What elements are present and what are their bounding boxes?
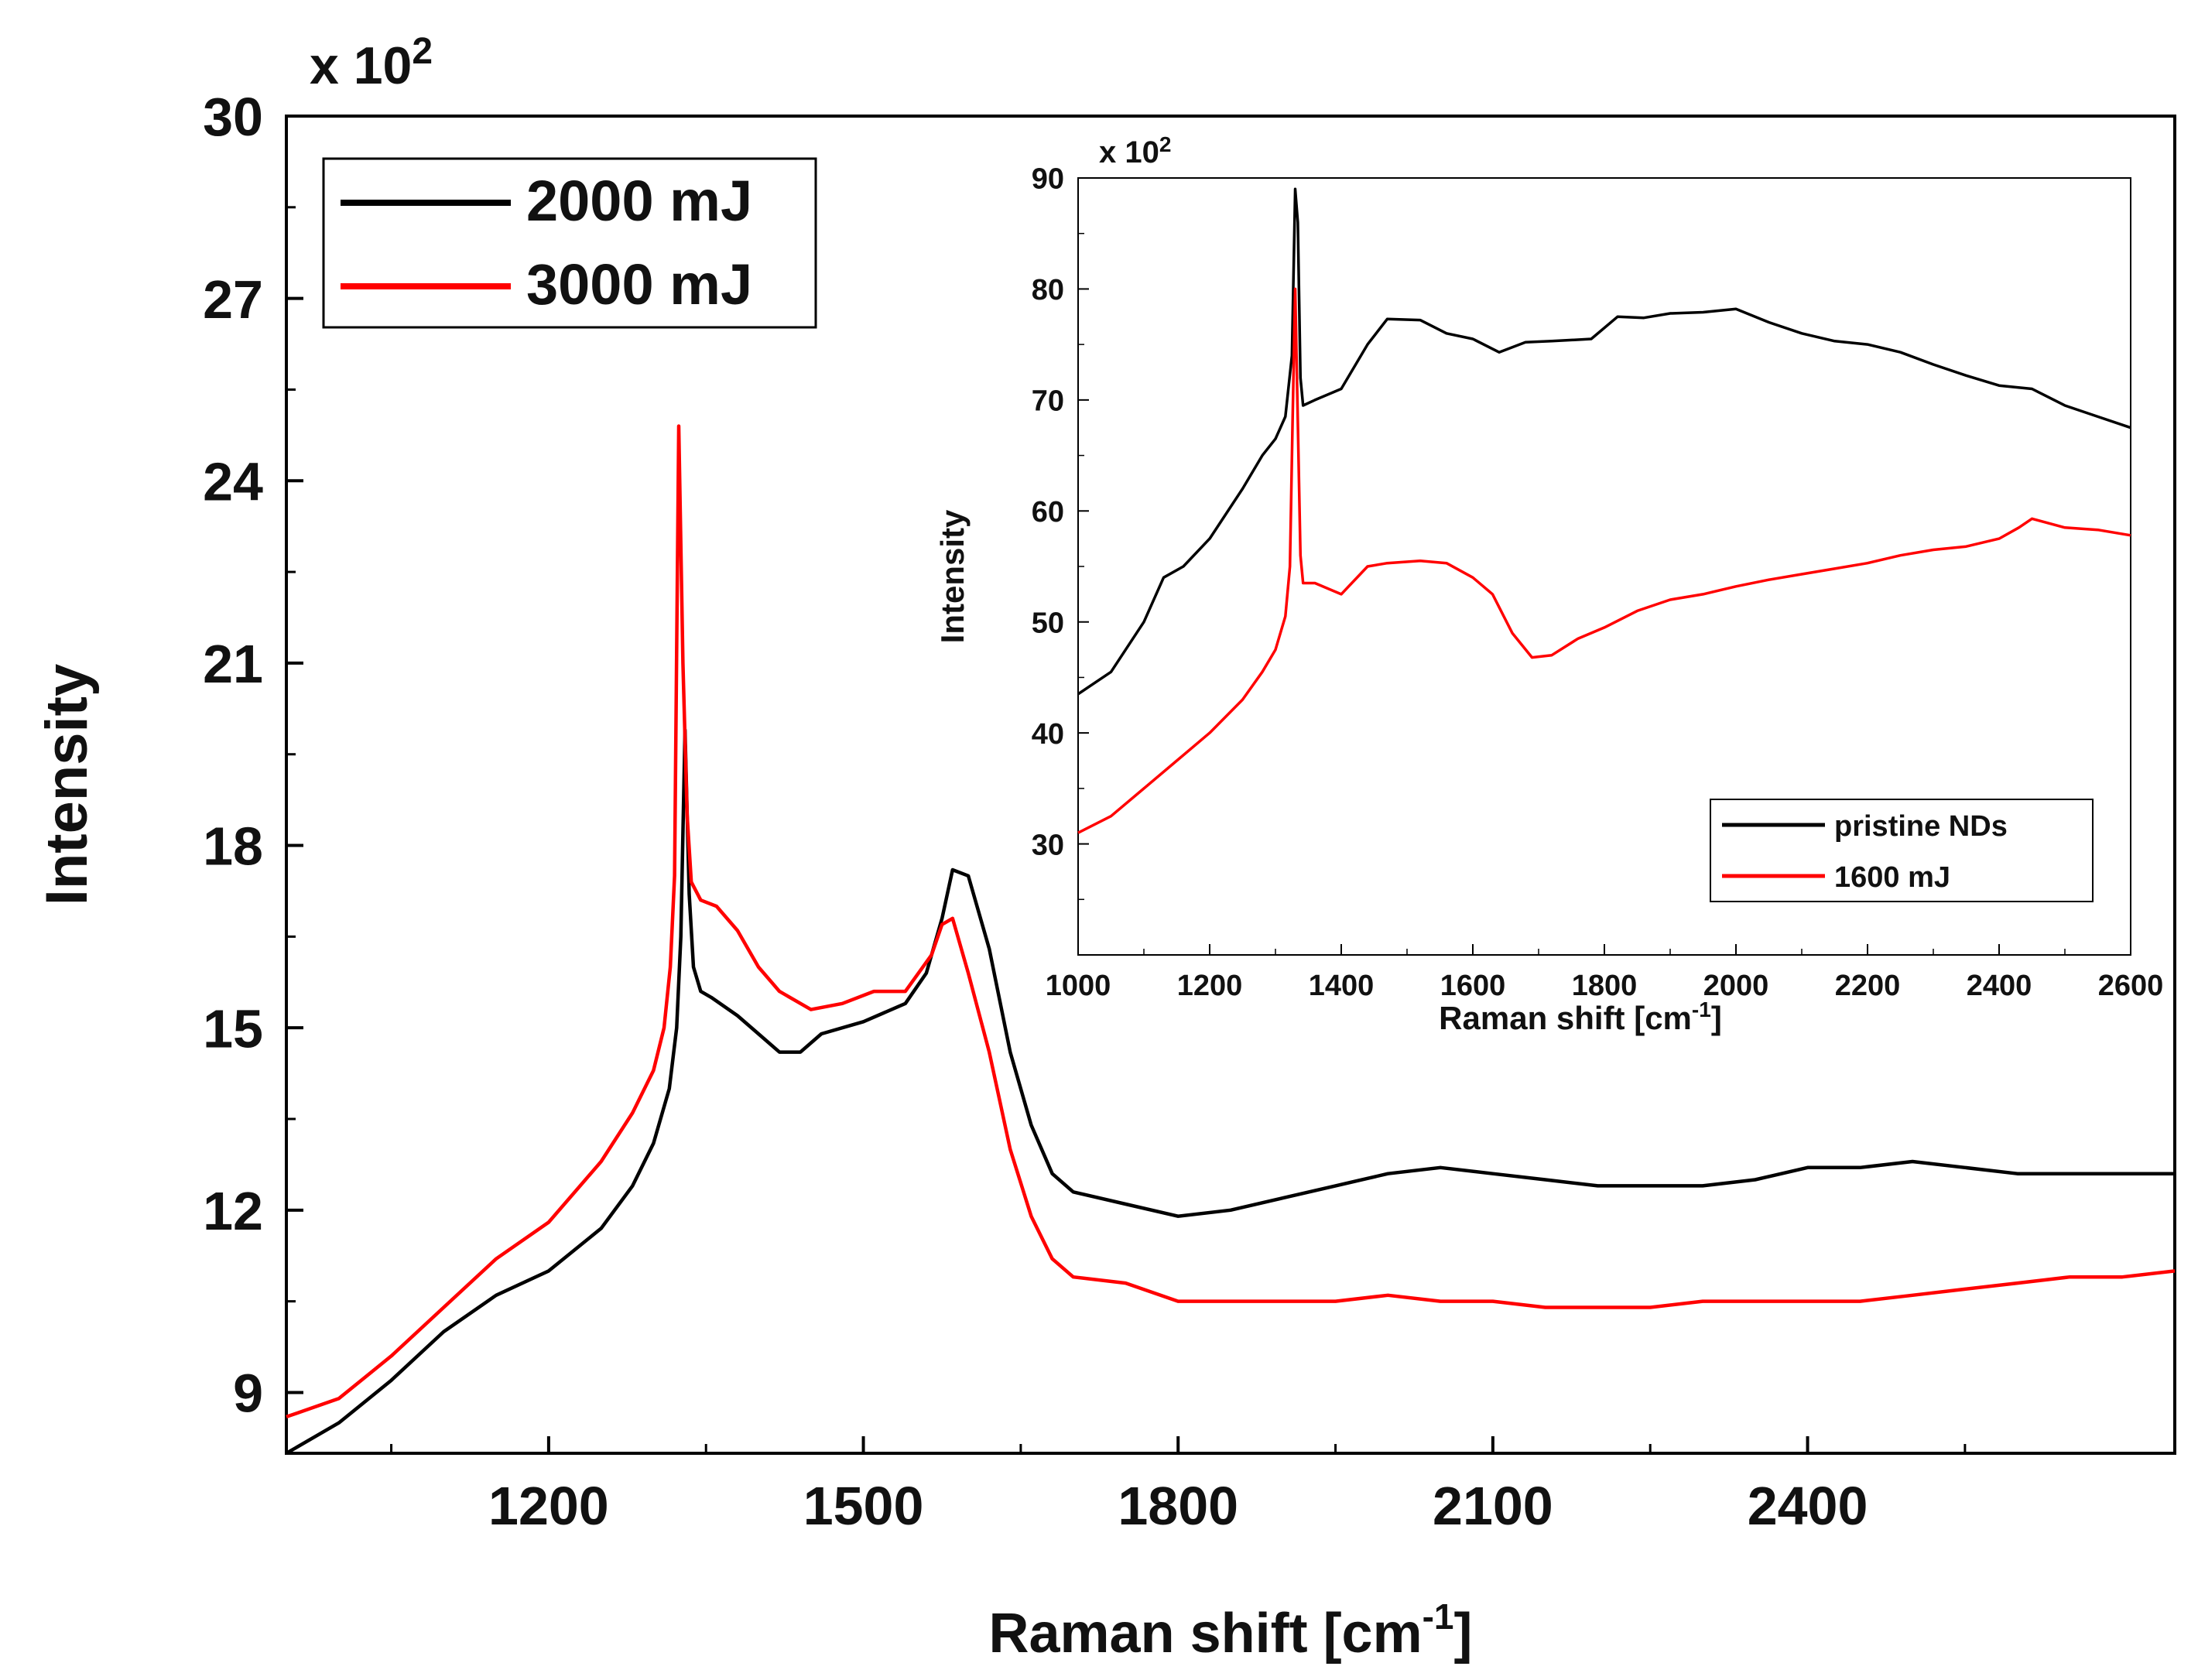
inset-legend-box (1710, 799, 2094, 902)
main-y-tick-label: 9 (233, 1364, 263, 1424)
main-y-tick-label: 15 (203, 998, 263, 1059)
inset-series-lines (1077, 187, 2131, 834)
legend-label-pristine-nds: pristine NDs (1834, 810, 2008, 843)
inset-y-tick-label: 90 (1032, 163, 1064, 196)
inset-y-tick-label: 80 (1032, 274, 1064, 306)
main-plot-frame (285, 115, 2176, 1455)
main-x-ticks: 1200 1500 1800 2100 2400 (390, 1436, 1967, 1536)
inset-x-tick-label: 1600 (1440, 970, 1506, 1002)
inset-x-axis-label: Raman shift [cm-1] (1439, 997, 1722, 1036)
main-x-axis-label: Raman shift [cm-1] (989, 1596, 1473, 1665)
main-series-3000-mj (286, 424, 2176, 1419)
inset-x-ticks: 1000 1200 1400 1600 1800 2000 2200 2400 2600 (1046, 944, 2164, 1002)
inset-x-tick-label: 1000 (1046, 970, 1111, 1002)
inset-y-tick-label: 60 (1032, 496, 1064, 529)
inset-series-pristine-nds (1077, 187, 2131, 696)
inset-y-tick-label: 50 (1032, 607, 1064, 639)
inset-x-tick-label: 1400 (1309, 970, 1375, 1002)
main-x-tick-label: 2400 (1748, 1476, 1868, 1536)
main-y-axis-label: Intensity (34, 664, 100, 906)
inset-y-tick-label: 30 (1032, 829, 1064, 861)
main-x-tick-label: 2100 (1433, 1476, 1553, 1536)
main-x-tick-label: 1500 (803, 1476, 924, 1536)
legend-label-3000mj: 3000 mJ (526, 252, 752, 316)
main-multiplier: x 102 (310, 31, 433, 95)
main-series-2000-mj (285, 728, 2175, 1455)
inset-x-tick-label: 1800 (1572, 970, 1638, 1002)
legend-label-1600mj: 1600 mJ (1834, 861, 1950, 894)
inset-x-tick-label: 2600 (2098, 970, 2164, 1002)
inset-y-tick-label: 40 (1032, 718, 1064, 751)
inset-multiplier: x 102 (1099, 132, 1171, 169)
main-series-lines (285, 424, 2176, 1455)
main-y-tick-label: 24 (203, 451, 263, 512)
main-y-tick-label: 18 (203, 816, 263, 877)
main-axes: 9 12 15 18 21 24 27 30 1200 1500 1800 2100 2400 (203, 87, 2176, 1536)
main-y-ticks: 9 12 15 18 21 24 27 30 (203, 87, 303, 1424)
inset-y-tick-label: 70 (1032, 385, 1064, 418)
inset-series-1600-mj (1077, 287, 2131, 834)
inset-legend: pristine NDs 1600 mJ (1710, 799, 2094, 902)
main-y-tick-label: 12 (203, 1181, 263, 1241)
main-y-tick-label: 27 (203, 269, 263, 330)
main-y-tick-label: 21 (203, 634, 263, 694)
legend-label-2000mj: 2000 mJ (526, 169, 752, 233)
inset-y-ticks: 30 40 50 60 70 80 90 (1032, 163, 1089, 901)
main-x-tick-label: 1800 (1118, 1476, 1238, 1536)
main-legend-box (322, 157, 817, 329)
inset-x-tick-label: 1200 (1177, 970, 1243, 1002)
inset-x-tick-label: 2400 (1967, 970, 2032, 1002)
main-legend: 2000 mJ 3000 mJ (322, 157, 817, 329)
inset-x-tick-label: 2000 (1703, 970, 1769, 1002)
main-y-tick-label: 30 (203, 87, 263, 147)
main-x-tick-label: 1200 (488, 1476, 609, 1536)
inset-y-axis-label: Intensity (934, 509, 971, 643)
inset-x-tick-label: 2200 (1835, 970, 1901, 1002)
